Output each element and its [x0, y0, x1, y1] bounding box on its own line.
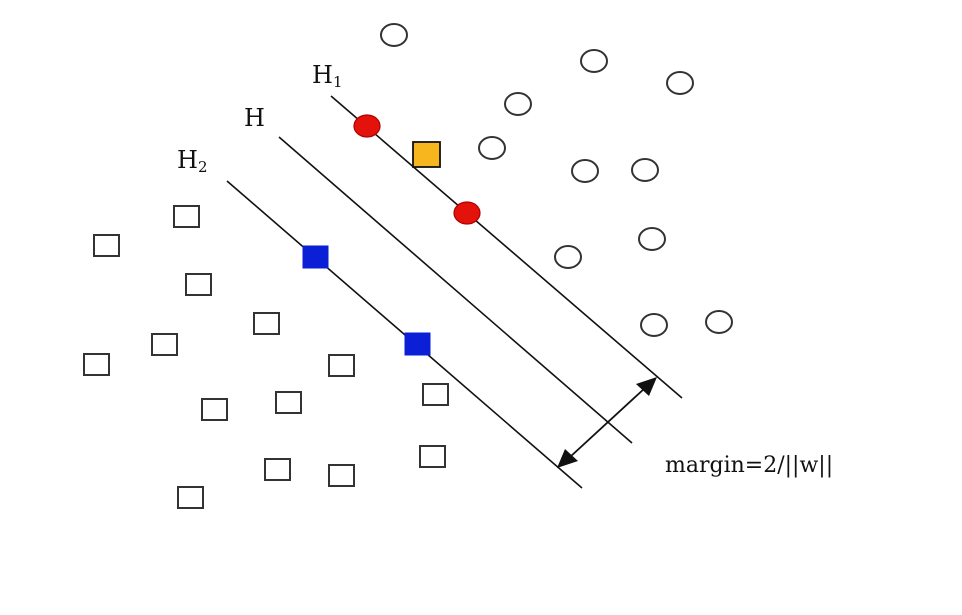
square-point	[422, 383, 449, 406]
square-point	[419, 445, 446, 468]
label-h2: H2	[177, 146, 207, 176]
hyperplanes	[226, 95, 683, 489]
support-vectors-a	[353, 114, 481, 225]
support-square	[404, 332, 431, 356]
circle-point	[504, 92, 532, 116]
square-point	[201, 398, 228, 421]
circle-point	[554, 245, 582, 269]
square-point	[177, 486, 204, 509]
class-b-points	[83, 205, 449, 509]
circle-point	[580, 49, 608, 73]
circle-point	[640, 313, 668, 337]
square-point	[275, 391, 302, 414]
square-point	[151, 333, 178, 356]
circle-point	[571, 159, 599, 183]
square-point	[173, 205, 200, 228]
circle-point	[631, 158, 659, 182]
hyperplane-h	[278, 136, 633, 444]
square-point	[328, 464, 355, 487]
circle-point	[380, 23, 408, 47]
circle-point	[666, 71, 694, 95]
class-a-points	[380, 23, 733, 337]
margin-arrow-head-bottom	[557, 449, 578, 468]
margin-arrow-head-top	[636, 377, 657, 396]
support-vectors-b	[302, 245, 431, 356]
support-square	[302, 245, 329, 269]
hyperplane-h1	[330, 95, 683, 399]
square-point	[328, 354, 355, 377]
square-point	[253, 312, 280, 335]
margin-arrow	[557, 377, 657, 468]
circle-point	[705, 310, 733, 334]
square-point	[185, 273, 212, 296]
support-circle	[353, 114, 381, 138]
circle-point	[638, 227, 666, 251]
label-margin: margin=2/||w||	[665, 453, 833, 478]
square-point	[264, 458, 291, 481]
label-h1: H1	[312, 61, 342, 91]
label-h: H	[244, 104, 265, 132]
highlighted-square	[412, 141, 441, 168]
square-point	[83, 353, 110, 376]
margin-arrow-shaft	[569, 387, 646, 458]
support-circle	[453, 201, 481, 225]
square-point	[93, 234, 120, 257]
circle-point	[478, 136, 506, 160]
